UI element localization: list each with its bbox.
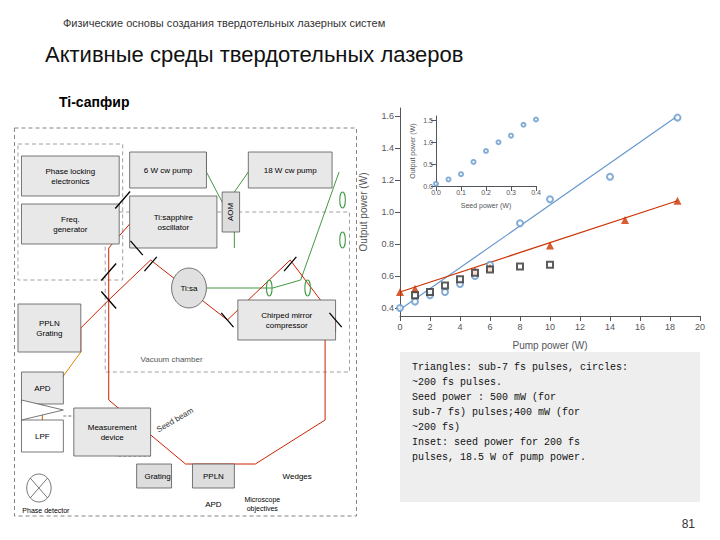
svg-text:4: 4 <box>457 322 462 332</box>
svg-text:Ti-сапфир: Ti-сапфир <box>59 94 129 110</box>
svg-text:~200 fs pulses.: ~200 fs pulses. <box>412 377 502 388</box>
svg-text:0.3: 0.3 <box>506 189 516 196</box>
svg-text:Grating: Grating <box>36 329 62 338</box>
svg-text:~200 fs): ~200 fs) <box>412 422 460 433</box>
svg-text:1.4: 1.4 <box>381 143 394 153</box>
svg-text:APD: APD <box>34 384 51 393</box>
svg-text:objectives: objectives <box>247 505 279 513</box>
svg-text:16: 16 <box>635 322 645 332</box>
svg-text:Физические основы создания тве: Физические основы создания твердотельных… <box>63 17 385 29</box>
svg-text:12: 12 <box>575 322 585 332</box>
svg-text:Chirped mirror: Chirped mirror <box>261 311 312 320</box>
svg-text:0.6: 0.6 <box>381 271 394 281</box>
svg-text:sub-7 fs) pulses;400 mW (for: sub-7 fs) pulses;400 mW (for <box>412 407 580 418</box>
svg-text:PPLN: PPLN <box>39 319 60 328</box>
svg-text:81: 81 <box>682 517 696 531</box>
svg-text:Triangles: sub-7 fs pulses, ci: Triangles: sub-7 fs pulses, circles: <box>412 362 628 373</box>
svg-text:generator: generator <box>53 225 88 234</box>
svg-text:0.0: 0.0 <box>423 182 433 190</box>
svg-text:0.4: 0.4 <box>531 189 541 196</box>
svg-text:20: 20 <box>695 322 705 332</box>
svg-text:1.0: 1.0 <box>423 139 433 146</box>
svg-text:0.4: 0.4 <box>381 303 394 313</box>
svg-text:electronics: electronics <box>51 177 89 186</box>
svg-text:1.5: 1.5 <box>423 117 433 124</box>
svg-text:device: device <box>101 433 125 442</box>
svg-text:18: 18 <box>665 322 675 332</box>
svg-text:Wedges: Wedges <box>283 472 312 481</box>
svg-text:Microscope: Microscope <box>244 496 280 504</box>
svg-text:oscillator: oscillator <box>157 223 189 232</box>
svg-text:Output power (W): Output power (W) <box>358 173 369 252</box>
svg-text:0.2: 0.2 <box>481 189 491 196</box>
svg-text:18 W cw pump: 18 W cw pump <box>264 166 317 175</box>
svg-text:1.6: 1.6 <box>381 111 394 121</box>
svg-text:APD: APD <box>205 500 222 509</box>
svg-text:Measurement: Measurement <box>88 423 138 432</box>
svg-text:0: 0 <box>397 322 402 332</box>
svg-text:Phase detector: Phase detector <box>22 507 70 514</box>
svg-text:Активные среды твердотельных л: Активные среды твердотельных лазеров <box>45 42 464 67</box>
svg-text:Seed power : 500 mW (for: Seed power : 500 mW (for <box>412 392 556 403</box>
svg-text:10: 10 <box>545 322 555 332</box>
svg-text:AOM: AOM <box>226 203 235 222</box>
svg-text:1.2: 1.2 <box>381 175 394 185</box>
svg-text:LPF: LPF <box>35 432 50 441</box>
svg-text:0.5: 0.5 <box>423 161 433 168</box>
svg-text:Phase locking: Phase locking <box>45 167 95 176</box>
svg-text:Freq.: Freq. <box>61 215 80 224</box>
svg-text:1.0: 1.0 <box>381 207 394 217</box>
svg-text:0.8: 0.8 <box>381 239 394 249</box>
svg-text:2: 2 <box>427 322 432 332</box>
svg-text:Grating: Grating <box>144 472 170 481</box>
svg-text:6 W cw pump: 6 W cw pump <box>144 166 193 175</box>
svg-text:Output power (W): Output power (W) <box>409 123 417 178</box>
svg-text:Ti:sa: Ti:sa <box>180 284 198 293</box>
svg-text:0.0: 0.0 <box>431 189 441 196</box>
svg-text:PPLN: PPLN <box>203 472 224 481</box>
svg-text:pulses, 18.5 W of pump power.: pulses, 18.5 W of pump power. <box>412 452 586 463</box>
svg-text:Seed power (W): Seed power (W) <box>461 202 512 210</box>
svg-text:0.1: 0.1 <box>456 189 466 196</box>
svg-text:6: 6 <box>487 322 492 332</box>
svg-text:compressor: compressor <box>266 321 308 330</box>
svg-text:14: 14 <box>605 322 615 332</box>
svg-text:Pump power (W): Pump power (W) <box>512 340 587 351</box>
svg-text:8: 8 <box>517 322 522 332</box>
svg-text:Ti:sapphire: Ti:sapphire <box>154 213 194 222</box>
svg-text:Inset: seed power for 200 fs: Inset: seed power for 200 fs <box>412 437 580 448</box>
svg-text:Seed beam: Seed beam <box>155 406 195 434</box>
svg-text:Vacuum chamber: Vacuum chamber <box>140 355 202 364</box>
